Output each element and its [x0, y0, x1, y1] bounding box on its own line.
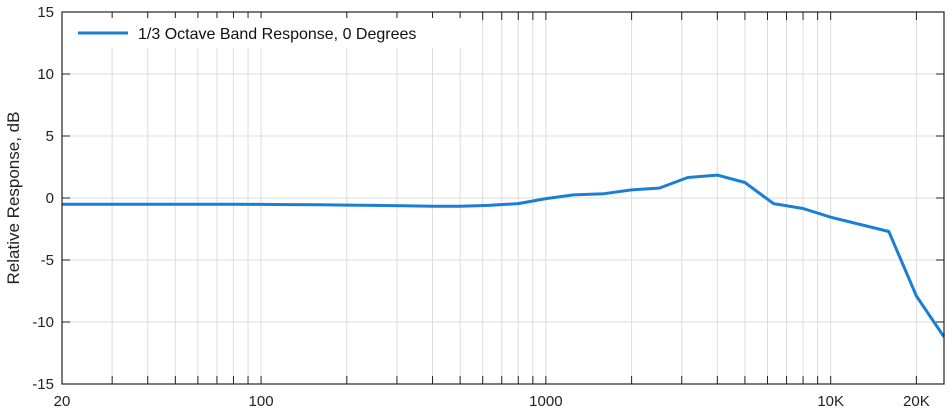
y-tick-label: 15 [37, 4, 54, 21]
y-axis-label: Relative Response, dB [4, 112, 23, 285]
y-tick-label: 0 [46, 190, 54, 207]
legend: 1/3 Octave Band Response, 0 Degrees [68, 18, 468, 48]
y-tick-label: -15 [32, 376, 54, 393]
grid [61, 11, 944, 385]
x-tick-labels: 20 100 1000 10K 20K [54, 393, 930, 410]
x-tick-label: 1000 [529, 393, 562, 410]
series-line [62, 173, 946, 338]
x-tick-label: 20 [54, 393, 71, 410]
y-tick-label: -10 [32, 314, 54, 331]
legend-entry: 1/3 Octave Band Response, 0 Degrees [138, 26, 416, 43]
y-tick-label: -5 [41, 252, 54, 269]
legend-box [68, 18, 468, 48]
y-tick-label: 5 [46, 128, 54, 145]
x-tick-label: 10K [817, 393, 844, 410]
y-tick-label: 10 [37, 66, 54, 83]
series-layer [62, 173, 946, 338]
x-tick-label: 100 [249, 393, 274, 410]
plot-frame [61, 11, 945, 385]
x-tick-label: 20K [903, 393, 930, 410]
y-tick-labels: 15 10 5 0 -5 -10 -15 [32, 4, 54, 393]
